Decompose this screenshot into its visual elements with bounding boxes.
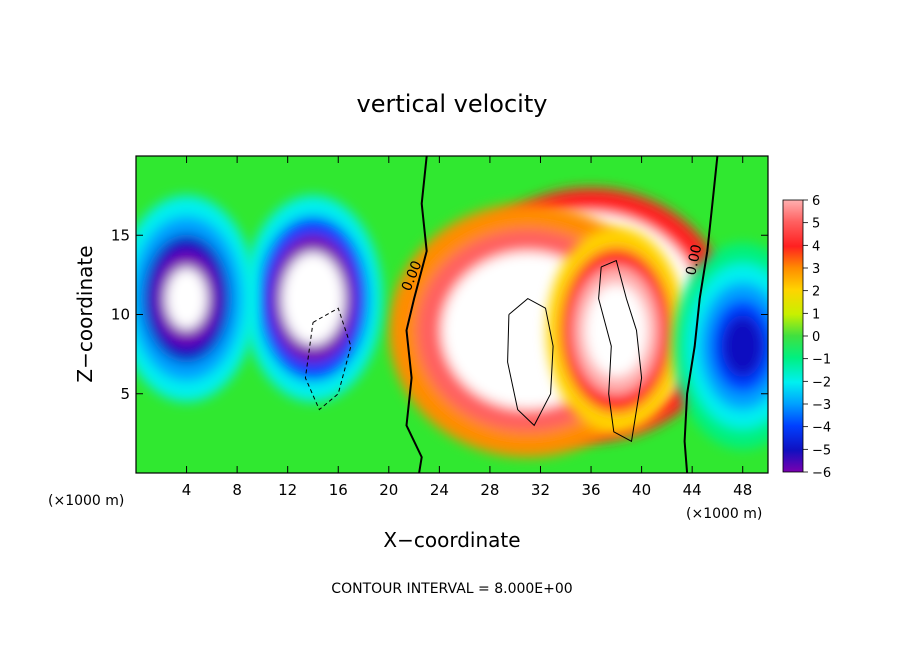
- chart-title: vertical velocity: [357, 90, 548, 118]
- colorbar-tick-label: −6: [812, 466, 831, 481]
- contour-updraft-core: [507, 297, 554, 427]
- colorbar-gradient: [782, 199, 804, 473]
- colorbar-tick-label: 5: [812, 217, 820, 232]
- y-axis-ticks: 5 10 15: [111, 226, 768, 403]
- updraft-core-right-region: [546, 227, 686, 434]
- colorbar: 6 5 4 3 2 1 0 −1 −2 −3 −4 −5 −6: [782, 194, 831, 481]
- y-tick-label: 10: [111, 306, 130, 324]
- downdraft-band: [292, 267, 334, 330]
- colorbar-tick-label: 3: [812, 262, 820, 277]
- x-tick-label: 36: [581, 481, 600, 499]
- zero-contour-left: [405, 156, 428, 473]
- x-tick-label: 4: [182, 481, 192, 499]
- colorbar-tick-label: −5: [812, 443, 831, 458]
- x-tick-label: 28: [480, 481, 499, 499]
- downdraft-region: [243, 195, 383, 402]
- x-tick-label: 12: [278, 481, 297, 499]
- contour-lines: [304, 156, 719, 473]
- x-tick-label: 48: [733, 481, 752, 499]
- colorbar-tick-label: 6: [812, 194, 820, 209]
- colorbar-tick-label: −3: [812, 398, 831, 413]
- downdraft-band: [721, 315, 764, 378]
- colorbar-tick-label: −4: [812, 421, 831, 436]
- zero-contour-right: [683, 156, 719, 473]
- contour-label-right: 0.00: [683, 243, 705, 277]
- x-tick-label: 24: [430, 481, 449, 499]
- contour-updraft-core-right: [598, 259, 643, 443]
- x-axis-title: X−coordinate: [383, 528, 520, 552]
- colorbar-tick-label: 0: [812, 330, 820, 345]
- x-axis-ticks: 4 8 12 16 20 24 28 32 36 40 44 48: [182, 156, 752, 499]
- x-tick-label: 16: [329, 481, 348, 499]
- y-axis-title: Z−coordinate: [73, 245, 97, 382]
- colorbar-tick-label: −2: [812, 375, 831, 390]
- colorbar-tick-label: 1: [812, 307, 820, 322]
- x-tick-label: 8: [232, 481, 242, 499]
- x-tick-label: 44: [683, 481, 702, 499]
- x-tick-label: 32: [531, 481, 550, 499]
- colorbar-tick-label: 4: [812, 239, 820, 254]
- colorbar-tick-label: 2: [812, 285, 820, 300]
- heatmap-field: [136, 156, 768, 473]
- x-tick-label: 40: [632, 481, 651, 499]
- x-tick-label: 20: [379, 481, 398, 499]
- x-unit-right: (×1000 m): [686, 506, 762, 522]
- downdraft-region: [136, 195, 257, 402]
- updraft-core-right-band: [595, 299, 638, 362]
- downdraft-region: [673, 243, 768, 450]
- contour-interval-note: CONTOUR INTERVAL = 8.000E+00: [331, 581, 572, 597]
- contour-downdraft-core: [304, 307, 352, 411]
- y-tick-label: 15: [111, 226, 130, 244]
- x-unit-left: (×1000 m): [48, 493, 124, 509]
- y-tick-label: 5: [120, 385, 130, 403]
- colorbar-tick-label: −1: [812, 353, 831, 368]
- downdraft-band: [165, 267, 208, 330]
